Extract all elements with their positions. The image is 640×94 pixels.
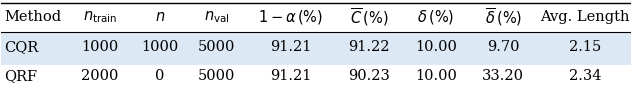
- Text: 10.00: 10.00: [415, 40, 457, 54]
- Text: 5000: 5000: [198, 69, 236, 83]
- Text: $n$: $n$: [155, 10, 165, 24]
- Text: 2000: 2000: [81, 69, 118, 83]
- Text: Method: Method: [4, 10, 61, 24]
- Text: $n_{\mathrm{val}}$: $n_{\mathrm{val}}$: [204, 9, 229, 25]
- Text: 33.20: 33.20: [483, 69, 524, 83]
- Text: 91.21: 91.21: [270, 69, 312, 83]
- Text: 91.21: 91.21: [270, 40, 312, 54]
- Text: 0: 0: [156, 69, 164, 83]
- Text: $\overline{\delta}\,(\%)$: $\overline{\delta}\,(\%)$: [484, 6, 522, 28]
- Text: Avg. Length: Avg. Length: [540, 10, 630, 24]
- Text: 90.23: 90.23: [348, 69, 390, 83]
- Text: 1000: 1000: [81, 40, 118, 54]
- Text: 5000: 5000: [198, 40, 236, 54]
- Text: 10.00: 10.00: [415, 69, 457, 83]
- Text: $\overline{C}\,(\%)$: $\overline{C}\,(\%)$: [349, 6, 388, 28]
- Text: 2.15: 2.15: [568, 40, 601, 54]
- FancyBboxPatch shape: [1, 65, 631, 94]
- Text: $1-\alpha\,(\%)$: $1-\alpha\,(\%)$: [259, 8, 324, 26]
- Text: 2.34: 2.34: [568, 69, 601, 83]
- Text: $\delta\,(\%)$: $\delta\,(\%)$: [417, 8, 455, 26]
- Text: $n_{\mathrm{train}}$: $n_{\mathrm{train}}$: [83, 9, 117, 25]
- Text: 91.22: 91.22: [348, 40, 390, 54]
- Text: 9.70: 9.70: [487, 40, 520, 54]
- Text: CQR: CQR: [4, 40, 38, 54]
- FancyBboxPatch shape: [1, 32, 631, 65]
- Text: QRF: QRF: [4, 69, 37, 83]
- Text: 1000: 1000: [141, 40, 179, 54]
